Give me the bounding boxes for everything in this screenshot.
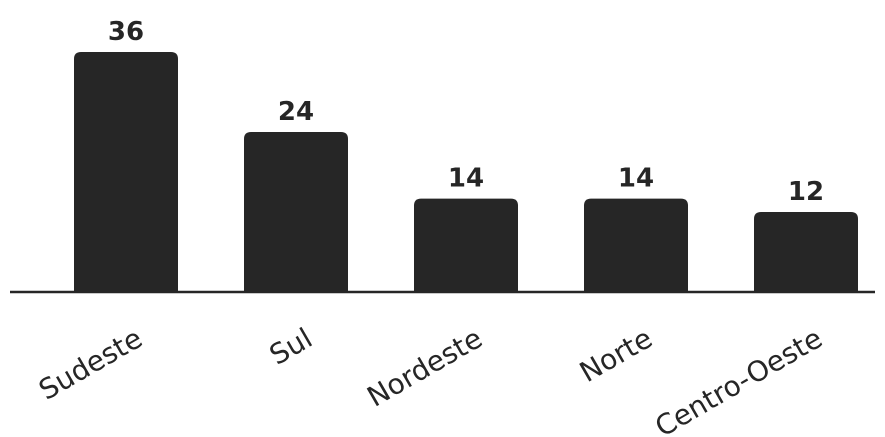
- bars-layer: [74, 52, 858, 292]
- bar-centro-oeste: [754, 212, 858, 292]
- value-labels-layer: 36 24 14 14 12: [108, 17, 824, 207]
- bar-sul: [244, 132, 348, 292]
- value-label-nordeste: 14: [448, 164, 484, 194]
- value-label-centro-oeste: 12: [788, 177, 824, 207]
- bar-norte: [584, 198, 688, 292]
- value-label-sul: 24: [278, 97, 314, 127]
- value-label-norte: 14: [618, 164, 654, 194]
- value-label-sudeste: 36: [108, 17, 144, 47]
- category-label-nordeste: Nordeste: [362, 321, 488, 413]
- category-label-sul: Sul: [264, 321, 318, 371]
- category-label-centro-oeste: Centro-Oeste: [649, 321, 827, 437]
- bar-sudeste: [74, 52, 178, 292]
- category-label-norte: Norte: [574, 321, 658, 388]
- category-label-sudeste: Sudeste: [33, 321, 148, 406]
- bar-nordeste: [414, 198, 518, 292]
